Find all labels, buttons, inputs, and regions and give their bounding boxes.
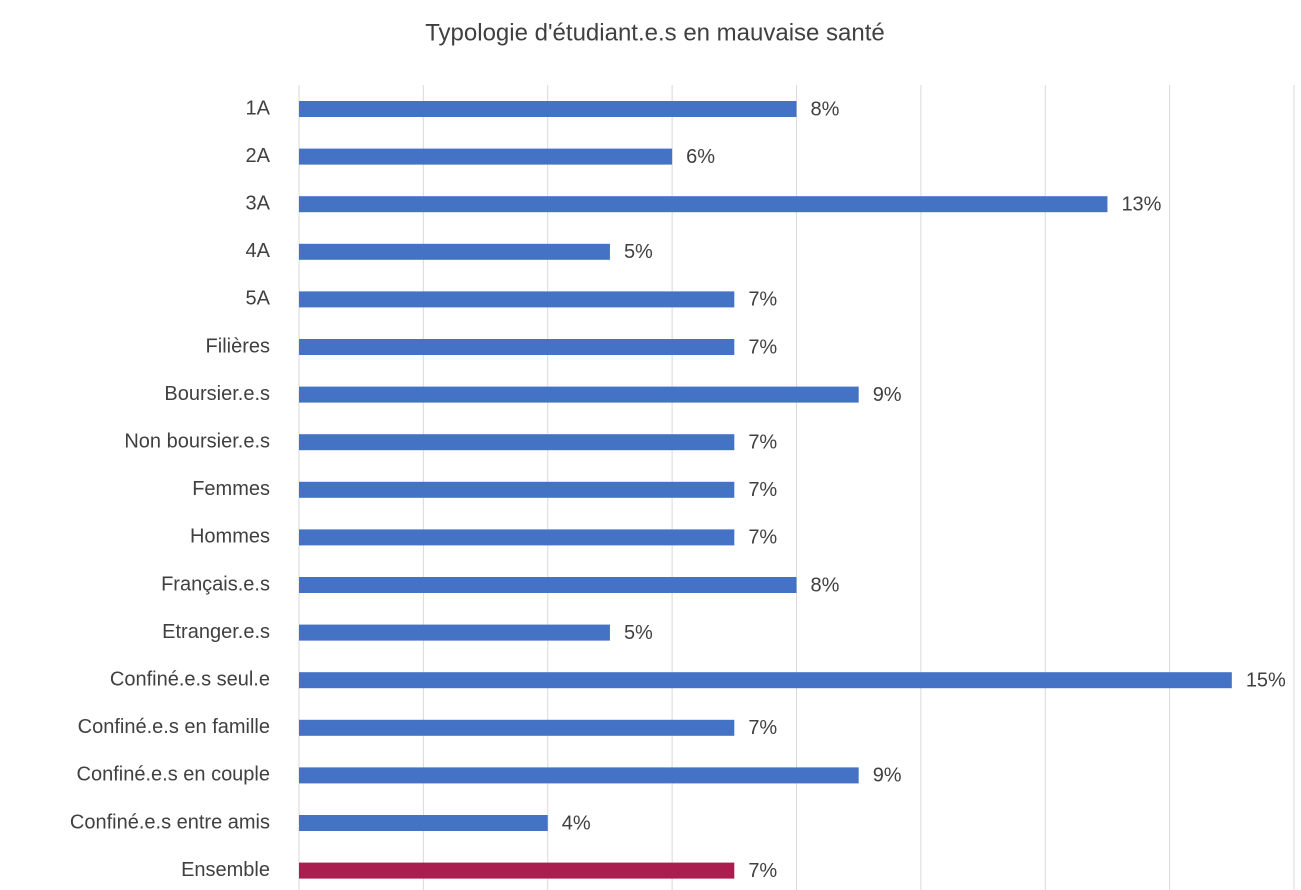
y-tick-label: 4A (246, 240, 271, 262)
bar (299, 815, 548, 831)
y-tick-label: 3A (246, 192, 271, 214)
bar (299, 148, 673, 165)
data-label: 15% (1246, 669, 1286, 691)
data-label: 13% (1121, 193, 1161, 215)
bar (299, 386, 859, 403)
bar (299, 481, 735, 498)
bar (299, 624, 610, 641)
data-label: 5% (624, 241, 653, 263)
y-tick-label: Hommes (190, 526, 270, 548)
bar (299, 577, 797, 593)
bar (299, 529, 735, 546)
bar (299, 291, 735, 308)
data-label: 7% (748, 431, 777, 453)
data-label: 9% (873, 765, 902, 787)
data-label: 6% (686, 146, 715, 168)
data-label: 4% (562, 812, 591, 834)
y-tick-label: Non boursier.e.s (124, 430, 270, 452)
bar (299, 434, 735, 451)
bar (299, 862, 735, 879)
data-label: 8% (811, 574, 840, 596)
y-tick-label: 5A (246, 288, 271, 310)
data-label: 7% (748, 717, 777, 739)
y-tick-label: Confiné.e.s entre amis (70, 811, 270, 833)
y-tick-label: Boursier.e.s (164, 383, 270, 405)
data-label: 7% (748, 479, 777, 501)
data-label: 7% (748, 289, 777, 311)
data-label: 7% (748, 860, 777, 882)
data-label: 8% (811, 98, 840, 120)
data-label: 9% (873, 384, 902, 406)
bar (299, 243, 610, 260)
y-tick-label: Confiné.e.s en couple (77, 764, 270, 786)
y-tick-label: Confiné.e.s en famille (78, 716, 270, 738)
y-tick-label: Femmes (192, 478, 270, 500)
data-label: 7% (748, 336, 777, 358)
bar (299, 767, 859, 784)
y-tick-label: Ensemble (181, 859, 270, 881)
bar (299, 719, 735, 736)
y-tick-label: Français.e.s (161, 573, 270, 595)
y-tick-label: 1A (246, 97, 271, 119)
y-tick-label: Etranger.e.s (162, 621, 270, 643)
y-tick-label: Filières (206, 335, 270, 357)
bar (299, 672, 1232, 689)
data-label: 7% (748, 527, 777, 549)
chart-title: Typologie d'étudiant.e.s en mauvaise san… (425, 19, 885, 46)
y-tick-label: 2A (246, 145, 271, 167)
bar (299, 101, 797, 117)
bar (299, 339, 735, 355)
bar (299, 196, 1108, 213)
data-label: 5% (624, 622, 653, 644)
y-tick-label: Confiné.e.s seul.e (110, 668, 270, 690)
